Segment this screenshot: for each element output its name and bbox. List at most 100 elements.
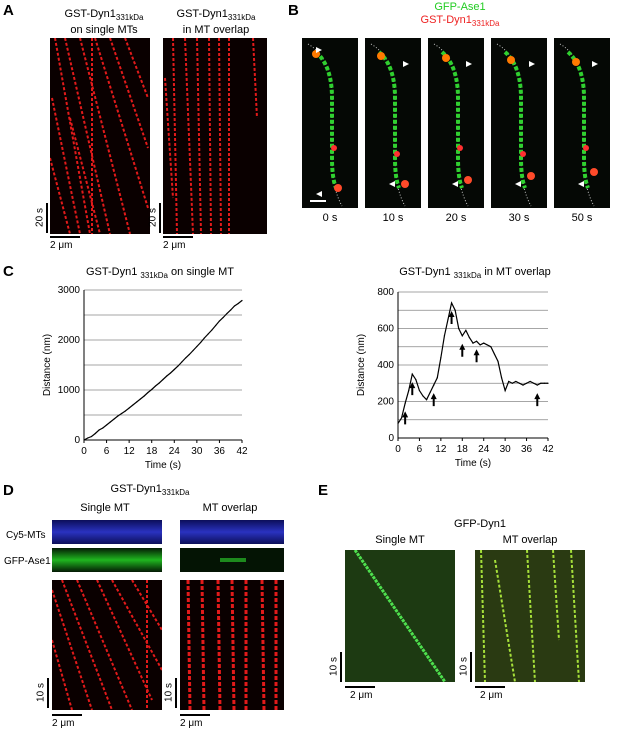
panel-e-right-space-label: 2 μm xyxy=(480,690,503,701)
data-point xyxy=(511,382,513,384)
panel-a-left-time-bar xyxy=(46,203,48,233)
panel-d-right-space-bar xyxy=(180,714,210,716)
arrow-up-icon xyxy=(430,393,437,407)
panel-e-right-space-bar xyxy=(475,686,505,688)
panel-d-left-space-label: 2 μm xyxy=(52,718,75,729)
panel-e-kymograph-single xyxy=(345,550,455,682)
panel-e-col-single: Single MT xyxy=(375,534,425,546)
y-tick-label: 0 xyxy=(74,435,80,446)
panel-a-kymograph-overlap-image xyxy=(164,38,258,234)
data-point xyxy=(433,384,435,386)
panel-a-left-space-bar xyxy=(50,236,80,238)
x-axis-label: Time (s) xyxy=(145,460,181,471)
dynein-spot xyxy=(590,168,598,176)
panel-b-frame-3 xyxy=(491,38,547,208)
panel-b-frame-image xyxy=(433,43,472,207)
panel-d-cy5-single xyxy=(52,520,162,544)
panel-b-frame-2 xyxy=(428,38,484,208)
arrow-up-icon xyxy=(409,382,416,396)
panel-c-right-title-rest: in MT overlap xyxy=(484,266,551,278)
panel-b-legend-green: GFP-Ase1 xyxy=(434,1,486,13)
panel-d-title-main: GST-Dyn1 xyxy=(110,483,162,495)
arrowhead-icon xyxy=(403,61,409,67)
data-point xyxy=(486,344,488,346)
data-point xyxy=(151,388,153,391)
panel-d-cy5-overlap xyxy=(180,520,284,544)
data-point xyxy=(436,377,438,379)
data-point xyxy=(440,357,442,359)
data-point xyxy=(184,357,187,359)
data-point xyxy=(90,435,93,438)
arrowhead-icon xyxy=(316,47,322,53)
panel-d-kymograph-single-image xyxy=(52,580,162,710)
arrow-up-icon xyxy=(473,349,480,363)
data-point xyxy=(196,345,198,348)
dynein-spot xyxy=(572,58,580,66)
dynein-spot xyxy=(464,176,472,184)
data-point xyxy=(450,302,453,304)
panel-a-left-title-main: GST-Dyn1 xyxy=(64,8,116,20)
data-point xyxy=(429,391,431,393)
panel-c-left-title-main: GST-Dyn1 xyxy=(85,266,138,278)
panel-a-right-space-bar xyxy=(163,236,193,238)
panel-label-c: C xyxy=(3,263,14,280)
y-tick-label: 800 xyxy=(377,287,394,298)
dynein-spot xyxy=(520,151,526,157)
panel-a-right-time-bar xyxy=(159,203,161,233)
data-point xyxy=(465,329,467,331)
arrowhead-icon xyxy=(452,181,458,187)
data-point xyxy=(237,302,239,305)
data-point xyxy=(475,340,478,342)
x-tick-label: 42 xyxy=(542,444,554,455)
data-point xyxy=(83,439,85,441)
panel-d-gfp-overlap xyxy=(180,548,284,572)
data-point xyxy=(143,395,145,397)
data-point xyxy=(543,382,546,384)
data-point xyxy=(547,382,549,384)
data-point xyxy=(454,309,456,311)
panel-d-right-time-label: 10 s xyxy=(163,683,175,702)
panel-d-title: GST-Dyn1331kDa xyxy=(80,483,220,497)
panel-b-timepoint-label: 0 s xyxy=(322,212,338,224)
arrowhead-icon xyxy=(592,61,598,67)
dynein-spot xyxy=(527,172,535,180)
data-point xyxy=(540,382,542,384)
data-point xyxy=(397,422,399,424)
y-tick-label: 0 xyxy=(388,433,394,444)
panel-b-timepoint-label: 50 s xyxy=(571,212,593,224)
data-point xyxy=(533,382,535,384)
panel-e-right-time-bar xyxy=(470,652,472,682)
dynein-spot xyxy=(457,145,463,151)
data-point xyxy=(181,361,183,363)
data-point xyxy=(518,382,521,384)
ase1-overlap xyxy=(503,50,527,189)
dynein-spot xyxy=(394,151,400,157)
data-point xyxy=(222,316,224,319)
panel-d-left-time-bar xyxy=(47,678,49,708)
panel-b-frame-image xyxy=(370,43,409,207)
data-point xyxy=(215,324,217,327)
x-tick-label: 12 xyxy=(435,444,447,455)
data-point xyxy=(468,337,471,339)
microtubule-trace xyxy=(559,43,595,207)
data-point xyxy=(461,335,463,337)
panel-d-kymograph-overlap-image xyxy=(186,580,278,710)
data-point xyxy=(443,335,446,337)
panel-label-b: B xyxy=(288,2,299,19)
panel-d-left-space-bar xyxy=(52,714,82,716)
dynein-spot xyxy=(583,145,589,151)
data-point xyxy=(241,299,243,302)
data-point xyxy=(128,407,130,409)
data-point xyxy=(124,410,126,412)
data-point xyxy=(188,353,190,356)
y-axis-label: Distance (nm) xyxy=(356,334,367,396)
x-tick-label: 42 xyxy=(236,446,248,457)
x-tick-label: 0 xyxy=(395,444,401,455)
data-point xyxy=(458,327,460,330)
data-point xyxy=(139,398,142,400)
data-point xyxy=(500,377,503,379)
ase1-overlap xyxy=(314,50,338,189)
panel-d-kymograph-single xyxy=(52,580,162,710)
data-point xyxy=(166,375,168,377)
y-tick-label: 400 xyxy=(377,360,394,371)
